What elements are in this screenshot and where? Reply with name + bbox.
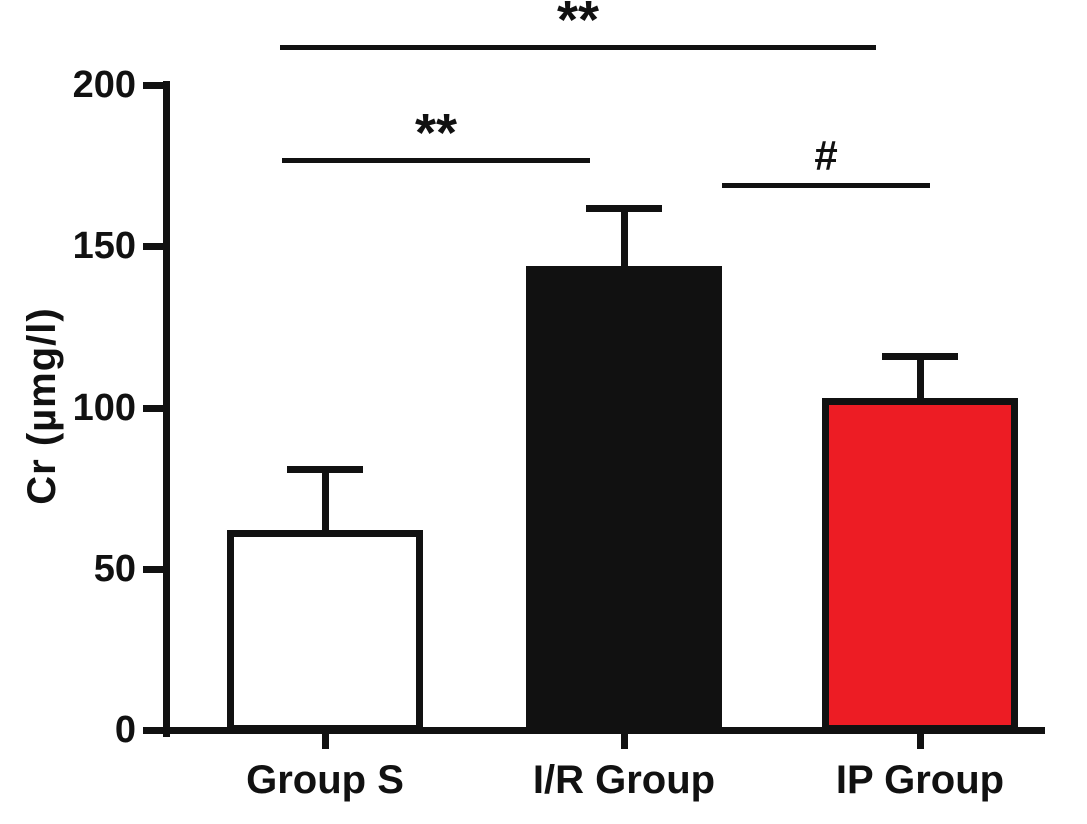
significance-label: #: [814, 132, 838, 179]
x-tick-mark: [917, 734, 924, 749]
error-bar-stem: [322, 468, 329, 531]
error-bar-cap: [287, 465, 363, 473]
y-tick-label: 150: [72, 225, 136, 268]
bar: [822, 397, 1018, 732]
significance-label: **: [556, 0, 600, 50]
y-tick-mark: [143, 404, 163, 412]
x-category-label: I/R Group: [532, 758, 716, 802]
bar: [227, 530, 423, 732]
x-tick-mark: [322, 734, 329, 749]
y-tick-mark: [143, 565, 163, 573]
significance-line: [280, 45, 876, 50]
error-bar-stem: [917, 355, 924, 398]
y-tick-label: 50: [93, 547, 136, 590]
error-bar-stem: [621, 207, 628, 266]
y-tick-label: 100: [72, 386, 136, 429]
y-tick-mark: [143, 727, 163, 734]
bar: [526, 265, 722, 732]
y-tick-mark: [143, 82, 163, 89]
significance-line: [282, 158, 590, 163]
y-axis-line: [163, 81, 170, 737]
y-tick-label: 200: [72, 64, 136, 106]
x-category-label: Group S: [246, 758, 404, 802]
x-category-label: IP Group: [835, 758, 1005, 802]
y-tick-label: 0: [114, 709, 136, 751]
error-bar-cap: [586, 204, 662, 212]
significance-label: **: [414, 103, 458, 163]
x-tick-mark: [621, 734, 628, 749]
y-tick-mark: [143, 243, 163, 251]
error-bar-cap: [882, 352, 958, 360]
significance-line: [722, 183, 930, 188]
